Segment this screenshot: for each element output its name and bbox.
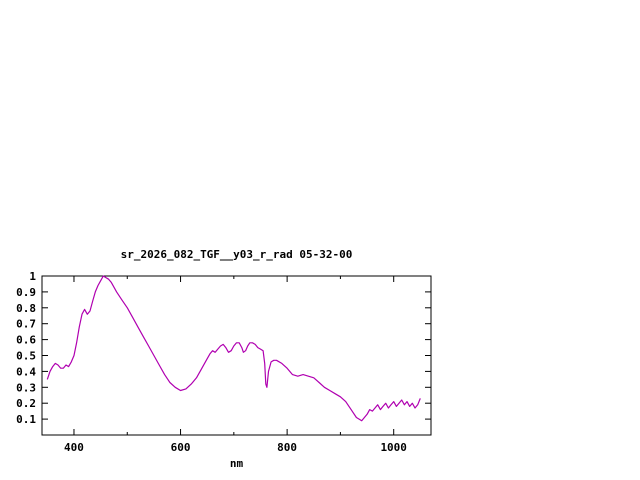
x-axis-label: nm — [229, 457, 244, 470]
y-tick-label: 0.4 — [16, 365, 36, 378]
x-tick-label: 400 — [64, 441, 84, 454]
y-tick-label: 1 — [29, 270, 36, 283]
chart-title: sr_2026_082_TGF__y03_r_rad 05-32-00 — [120, 248, 353, 261]
y-tick-label: 0.9 — [16, 286, 36, 299]
spectral-data-line — [46, 275, 421, 422]
x-tick-label: 800 — [277, 441, 297, 454]
x-tick-label: 600 — [171, 441, 191, 454]
y-tick-label: 0.8 — [16, 302, 36, 315]
y-tick-label: 0.2 — [16, 397, 36, 410]
y-tick-label: 0.5 — [16, 350, 36, 363]
y-tick-label: 0.3 — [16, 381, 36, 394]
y-tick-label: 0.7 — [16, 318, 36, 331]
y-tick-label: 0.1 — [16, 413, 36, 426]
x-tick-label: 1000 — [380, 441, 407, 454]
y-tick-label: 0.6 — [16, 334, 36, 347]
